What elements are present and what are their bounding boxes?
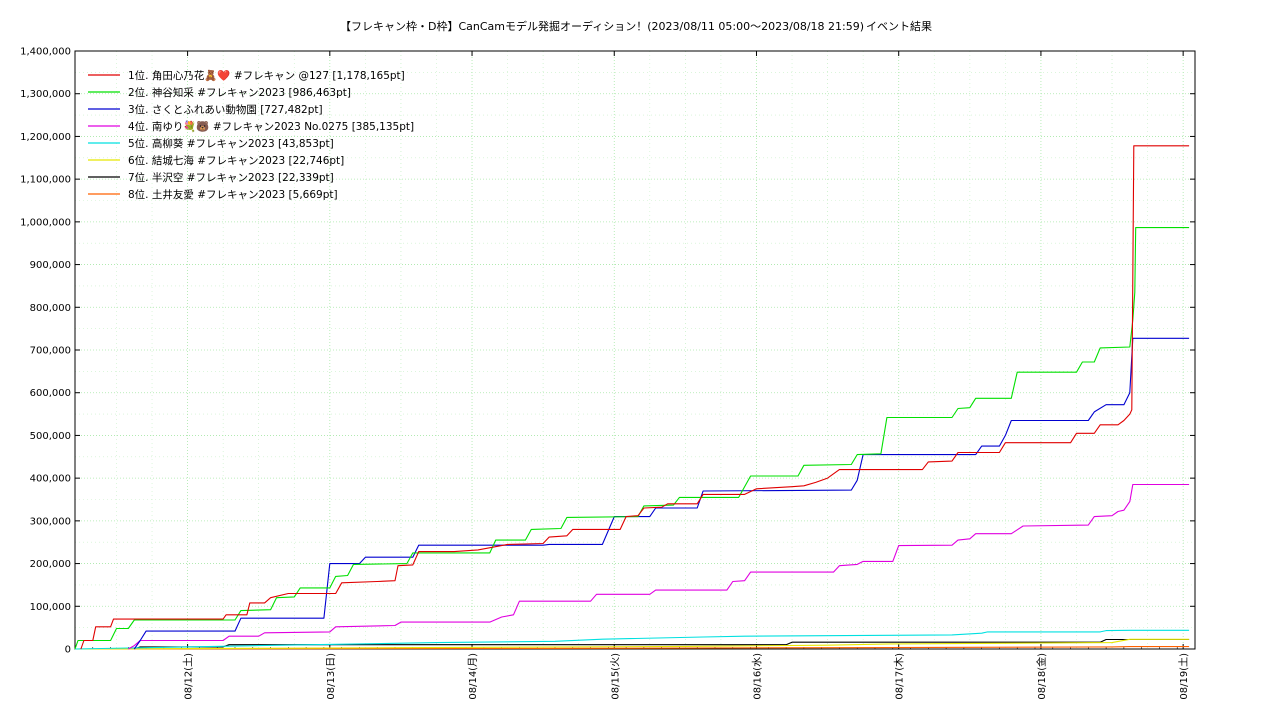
series-layer: [74, 145, 1190, 650]
x-tick-label: 08/18(金): [1035, 653, 1048, 700]
legend-entry-2: 2位. 神谷知采 #フレキャン2023 [986,463pt]: [128, 86, 351, 99]
legend-entry-7: 7位. 半沢空 #フレキャン2023 [22,339pt]: [128, 171, 334, 184]
series-line-4: [128, 483, 1190, 650]
legend-entry-1: 1位. 角田心乃花🧸❤️ #フレキャン @127 [1,178,165pt]: [128, 69, 405, 82]
legend-entry-4: 4位. 南ゆり💐🐻 #フレキャン2023 No.0275 [385,135pt]: [128, 120, 414, 133]
plot-frame: [74, 50, 1196, 650]
chart-title-suffix: イベント結果: [866, 19, 932, 33]
y-tick-label: 700,000: [30, 346, 71, 357]
x-tick-label: 08/14(月): [467, 653, 479, 700]
y-tick-label: 1,300,000: [20, 89, 71, 100]
series-line-3: [133, 337, 1190, 650]
legend-entry-3: 3位. さくとふれあい動物園 [727,482pt]: [128, 103, 323, 116]
chart-title: 【フレキャン枠・D枠】CanCamモデル発掘オーディション！(2023/08/1…: [340, 19, 864, 33]
y-tick-label: 100,000: [30, 602, 71, 613]
y-tick-label: 600,000: [30, 388, 71, 399]
legend-entry-8: 8位. 土井友愛 #フレキャン2023 [5,669pt]: [128, 188, 338, 201]
y-tick-label: 0: [65, 645, 71, 656]
series-line-5: [74, 629, 1190, 650]
legend-entry-6: 6位. 結城七海 #フレキャン2023 [22,746pt]: [128, 154, 344, 167]
y-tick-label: 1,200,000: [20, 132, 71, 143]
y-tick-label: 1,400,000: [20, 47, 71, 58]
legend-entry-5: 5位. 高柳葵 #フレキャン2023 [43,853pt]: [128, 137, 334, 150]
legend: 1位. 角田心乃花🧸❤️ #フレキャン @127 [1,178,165pt] 2位…: [88, 69, 414, 201]
series-line-8: [74, 646, 1190, 650]
x-tick-label: 08/15(火): [609, 653, 621, 700]
series-line-1: [80, 145, 1190, 650]
x-tick-label: 08/17(木): [894, 653, 906, 700]
axis-layer: 0 100,000 200,000 300,000 400,000 500,000 600,…: [20, 47, 1196, 700]
y-tick-label: 1,100,000: [20, 175, 71, 186]
x-tick-label: 08/19(土): [1177, 653, 1190, 700]
y-tick-label: 900,000: [30, 260, 71, 271]
y-tick-label: 400,000: [30, 474, 71, 485]
y-tick-label: 800,000: [30, 303, 71, 314]
y-tick-label: 200,000: [30, 559, 71, 570]
y-tick-label: 1,000,000: [20, 217, 71, 228]
series-line-2: [74, 227, 1190, 650]
x-tick-label: 08/12(土): [182, 653, 195, 700]
y-tick-label: 500,000: [30, 431, 71, 442]
y-tick-label: 300,000: [30, 516, 71, 527]
series-line-6: [74, 638, 1190, 650]
x-tick-label: 08/16(水): [751, 653, 763, 700]
x-tick-label: 08/13(日): [326, 653, 337, 700]
